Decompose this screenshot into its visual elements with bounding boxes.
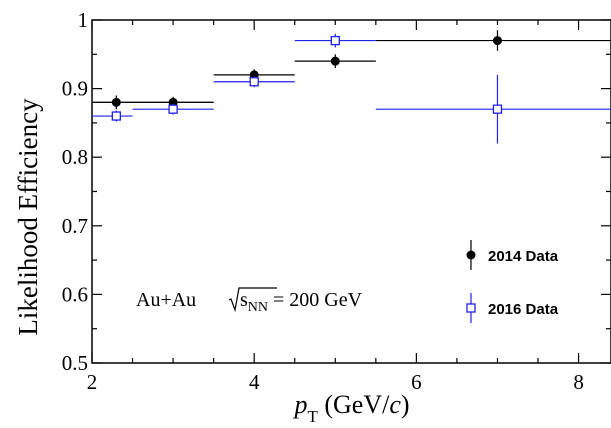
x-axis-label-unit: (GeV/	[318, 390, 390, 419]
y-tick-label: 0.9	[62, 77, 88, 101]
y-axis-label: Likelihood Efficiency	[13, 98, 43, 336]
data-marker	[249, 77, 259, 87]
data-marker	[492, 104, 503, 114]
x-axis-label: pT (GeV/c)	[292, 390, 409, 426]
x-tick-label: 2	[87, 370, 98, 394]
collision-annotation: Au+Au sNN = 200 GeV	[136, 287, 363, 315]
svg-text:sNN = 200 GeV: sNN = 200 GeV	[240, 289, 363, 315]
data-marker	[330, 56, 340, 66]
legend: 2014 Data 2016 Data	[466, 240, 559, 323]
annotation-prefix: Au+Au	[136, 289, 196, 311]
data-point	[92, 110, 133, 122]
legend-label: 2016 Data	[488, 301, 559, 318]
data-series	[92, 30, 611, 144]
data-point	[92, 96, 214, 108]
x-tick-label: 4	[249, 370, 260, 394]
annotation-sqrt-subscript: NN	[248, 300, 268, 315]
x-axis-label-subscript: T	[307, 407, 318, 426]
x-tick-label: 6	[411, 370, 422, 394]
series-0	[92, 30, 611, 110]
legend-marker	[466, 250, 476, 260]
data-marker	[168, 104, 178, 114]
annotation-sqrt-s: s	[240, 289, 248, 311]
x-tick-label: 8	[573, 370, 584, 394]
data-point	[132, 103, 214, 115]
data-point	[294, 54, 376, 69]
series-1	[92, 33, 611, 144]
legend-entry: 2016 Data	[466, 293, 559, 323]
y-tick-label: 0.5	[62, 351, 88, 375]
data-point	[213, 76, 295, 88]
axis-tick-labels: 2 4 6 8 0.5 0.6 0.7 0.8 0.9 1	[62, 8, 584, 394]
data-marker	[111, 111, 121, 121]
x-axis-label-close: )	[401, 390, 410, 419]
y-tick-label: 0.6	[62, 282, 88, 306]
data-point	[375, 30, 611, 51]
legend-label: 2014 Data	[488, 248, 559, 265]
x-axis-label-p: p	[292, 390, 307, 419]
axis-ticks	[91, 19, 611, 364]
data-point	[294, 33, 376, 48]
y-tick-label: 0.8	[62, 145, 88, 169]
sqrt-sign	[228, 287, 277, 313]
svg-text:Au+Au: Au+Au	[136, 289, 196, 311]
annotation-suffix: = 200 GeV	[268, 289, 363, 311]
y-tick-label: 0.7	[62, 214, 88, 238]
data-marker	[492, 36, 502, 46]
y-tick-label: 1	[78, 8, 89, 32]
data-marker	[330, 35, 340, 46]
legend-marker	[466, 303, 476, 313]
legend-entry: 2014 Data	[466, 240, 559, 270]
x-axis-label-c: c	[389, 390, 401, 419]
data-point	[375, 74, 611, 144]
